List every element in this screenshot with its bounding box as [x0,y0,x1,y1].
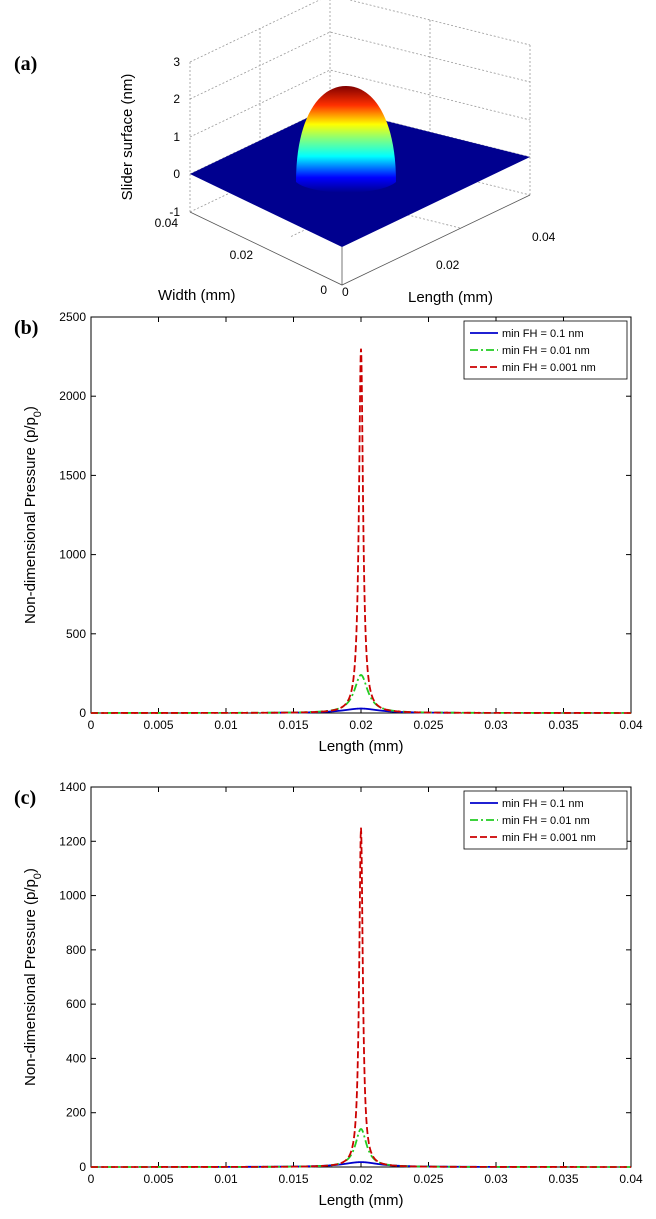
panel-a-z-axis-title: Slider surface (nm) [119,74,136,201]
panel-a-surface-dome [296,86,396,193]
y-tick-label: 0 [79,706,86,720]
legend-entry: min FH = 0.01 nm [502,345,590,357]
y-axis-title: Non-dimensional Pressure (p/p0) [22,868,44,1086]
panel-b-line-chart: (b) 0 0.005 0.01 0.015 0.02 0.025 0.03 0.035 0.0… [14,310,643,755]
y-tick-label: 1000 [59,548,86,562]
x-tick-label: 0.01 [214,718,238,732]
y-tick-label: 0 [79,1160,86,1174]
panel-b-letter: (b) [14,317,38,339]
x-tick-label: 0.04 [619,718,643,732]
x-tick-label: 0.04 [619,1172,643,1186]
x-tick-label: 0.005 [143,718,173,732]
panel-c-plot-area: 0 0.005 0.01 0.015 0.02 0.025 0.03 0.035 0.04 0 20… [22,780,643,1209]
legend-entry: min FH = 0.01 nm [502,815,590,827]
legend-entry: min FH = 0.001 nm [502,832,596,844]
panel-a-x-axis-title: Length (mm) [408,289,493,306]
panel-a-y-axis-title: Width (mm) [158,287,236,304]
y-tick-label: 2500 [59,310,86,324]
panel-c-line-chart: (c) 0 0.005 0.01 0.015 0.02 0.025 0.03 0.035 0.0… [14,780,643,1209]
x-axis-title: Length (mm) [318,738,403,755]
series-line-2 [91,1128,631,1168]
y-tick-label: 1200 [59,834,86,848]
series-line-3 [91,348,631,714]
y-tick-label: 0.04 [155,216,179,230]
x-tick-label: 0.03 [484,718,508,732]
x-tick-label: 0.02 [349,718,373,732]
panel-a-letter: (a) [14,53,37,75]
x-tick-label: 0.015 [278,718,308,732]
y-tick-label: 0 [320,283,327,297]
x-tick-label: 0.01 [214,1172,238,1186]
series-line-2 [91,674,631,714]
panel-c-letter: (c) [14,787,36,809]
x-tick-label: 0.02 [436,258,460,272]
y-tick-label: 600 [66,997,86,1011]
x-tick-label: 0.035 [548,718,578,732]
legend-entry: min FH = 0.1 nm [502,328,584,340]
x-tick-label: 0.04 [532,230,556,244]
y-tick-label: 1500 [59,468,86,482]
legend: min FH = 0.1 nm min FH = 0.01 nm min FH = … [463,320,628,380]
y-tick-label: 0.02 [230,248,254,262]
y-tick-label: 2000 [59,389,86,403]
y-tick-label: 800 [66,943,86,957]
z-tick-label: 2 [173,92,180,106]
panel-b-plot-area: 0 0.005 0.01 0.015 0.02 0.025 0.03 0.035 0.04 0 50… [22,310,643,755]
panel-a-z-ticks: 3 2 1 0 -1 [169,55,180,219]
legend: min FH = 0.1 nm min FH = 0.01 nm min FH = … [463,790,628,850]
panel-a-x-ticks: 0 0.02 0.04 [342,230,556,299]
y-axis-title: Non-dimensional Pressure (p/p0) [22,406,44,624]
z-tick-label: 0 [173,167,180,181]
x-tick-label: 0.035 [548,1172,578,1186]
legend-entry: min FH = 0.1 nm [502,798,584,810]
y-tick-label: 1400 [59,780,86,794]
x-tick-label: 0.025 [413,1172,443,1186]
x-tick-label: 0 [88,1172,95,1186]
y-tick-label: 200 [66,1106,86,1120]
legend-entry: min FH = 0.001 nm [502,362,596,374]
panel-a-surface-plot: (a) 3 2 [14,0,556,306]
y-tick-label: 1000 [59,889,86,903]
z-tick-label: 1 [173,130,180,144]
y-tick-label: 500 [66,627,86,641]
x-tick-label: 0.025 [413,718,443,732]
x-tick-label: 0.02 [349,1172,373,1186]
panel-a-y-ticks: 0.04 0.02 0 [155,216,328,297]
z-tick-label: 3 [173,55,180,69]
x-tick-label: 0.015 [278,1172,308,1186]
series-line-3 [91,827,631,1168]
x-axis-title: Length (mm) [318,1192,403,1209]
z-tick-label: -1 [169,205,180,219]
x-tick-label: 0 [88,718,95,732]
x-tick-label: 0.03 [484,1172,508,1186]
y-tick-label: 400 [66,1051,86,1065]
x-tick-label: 0 [342,285,349,299]
x-tick-label: 0.005 [143,1172,173,1186]
